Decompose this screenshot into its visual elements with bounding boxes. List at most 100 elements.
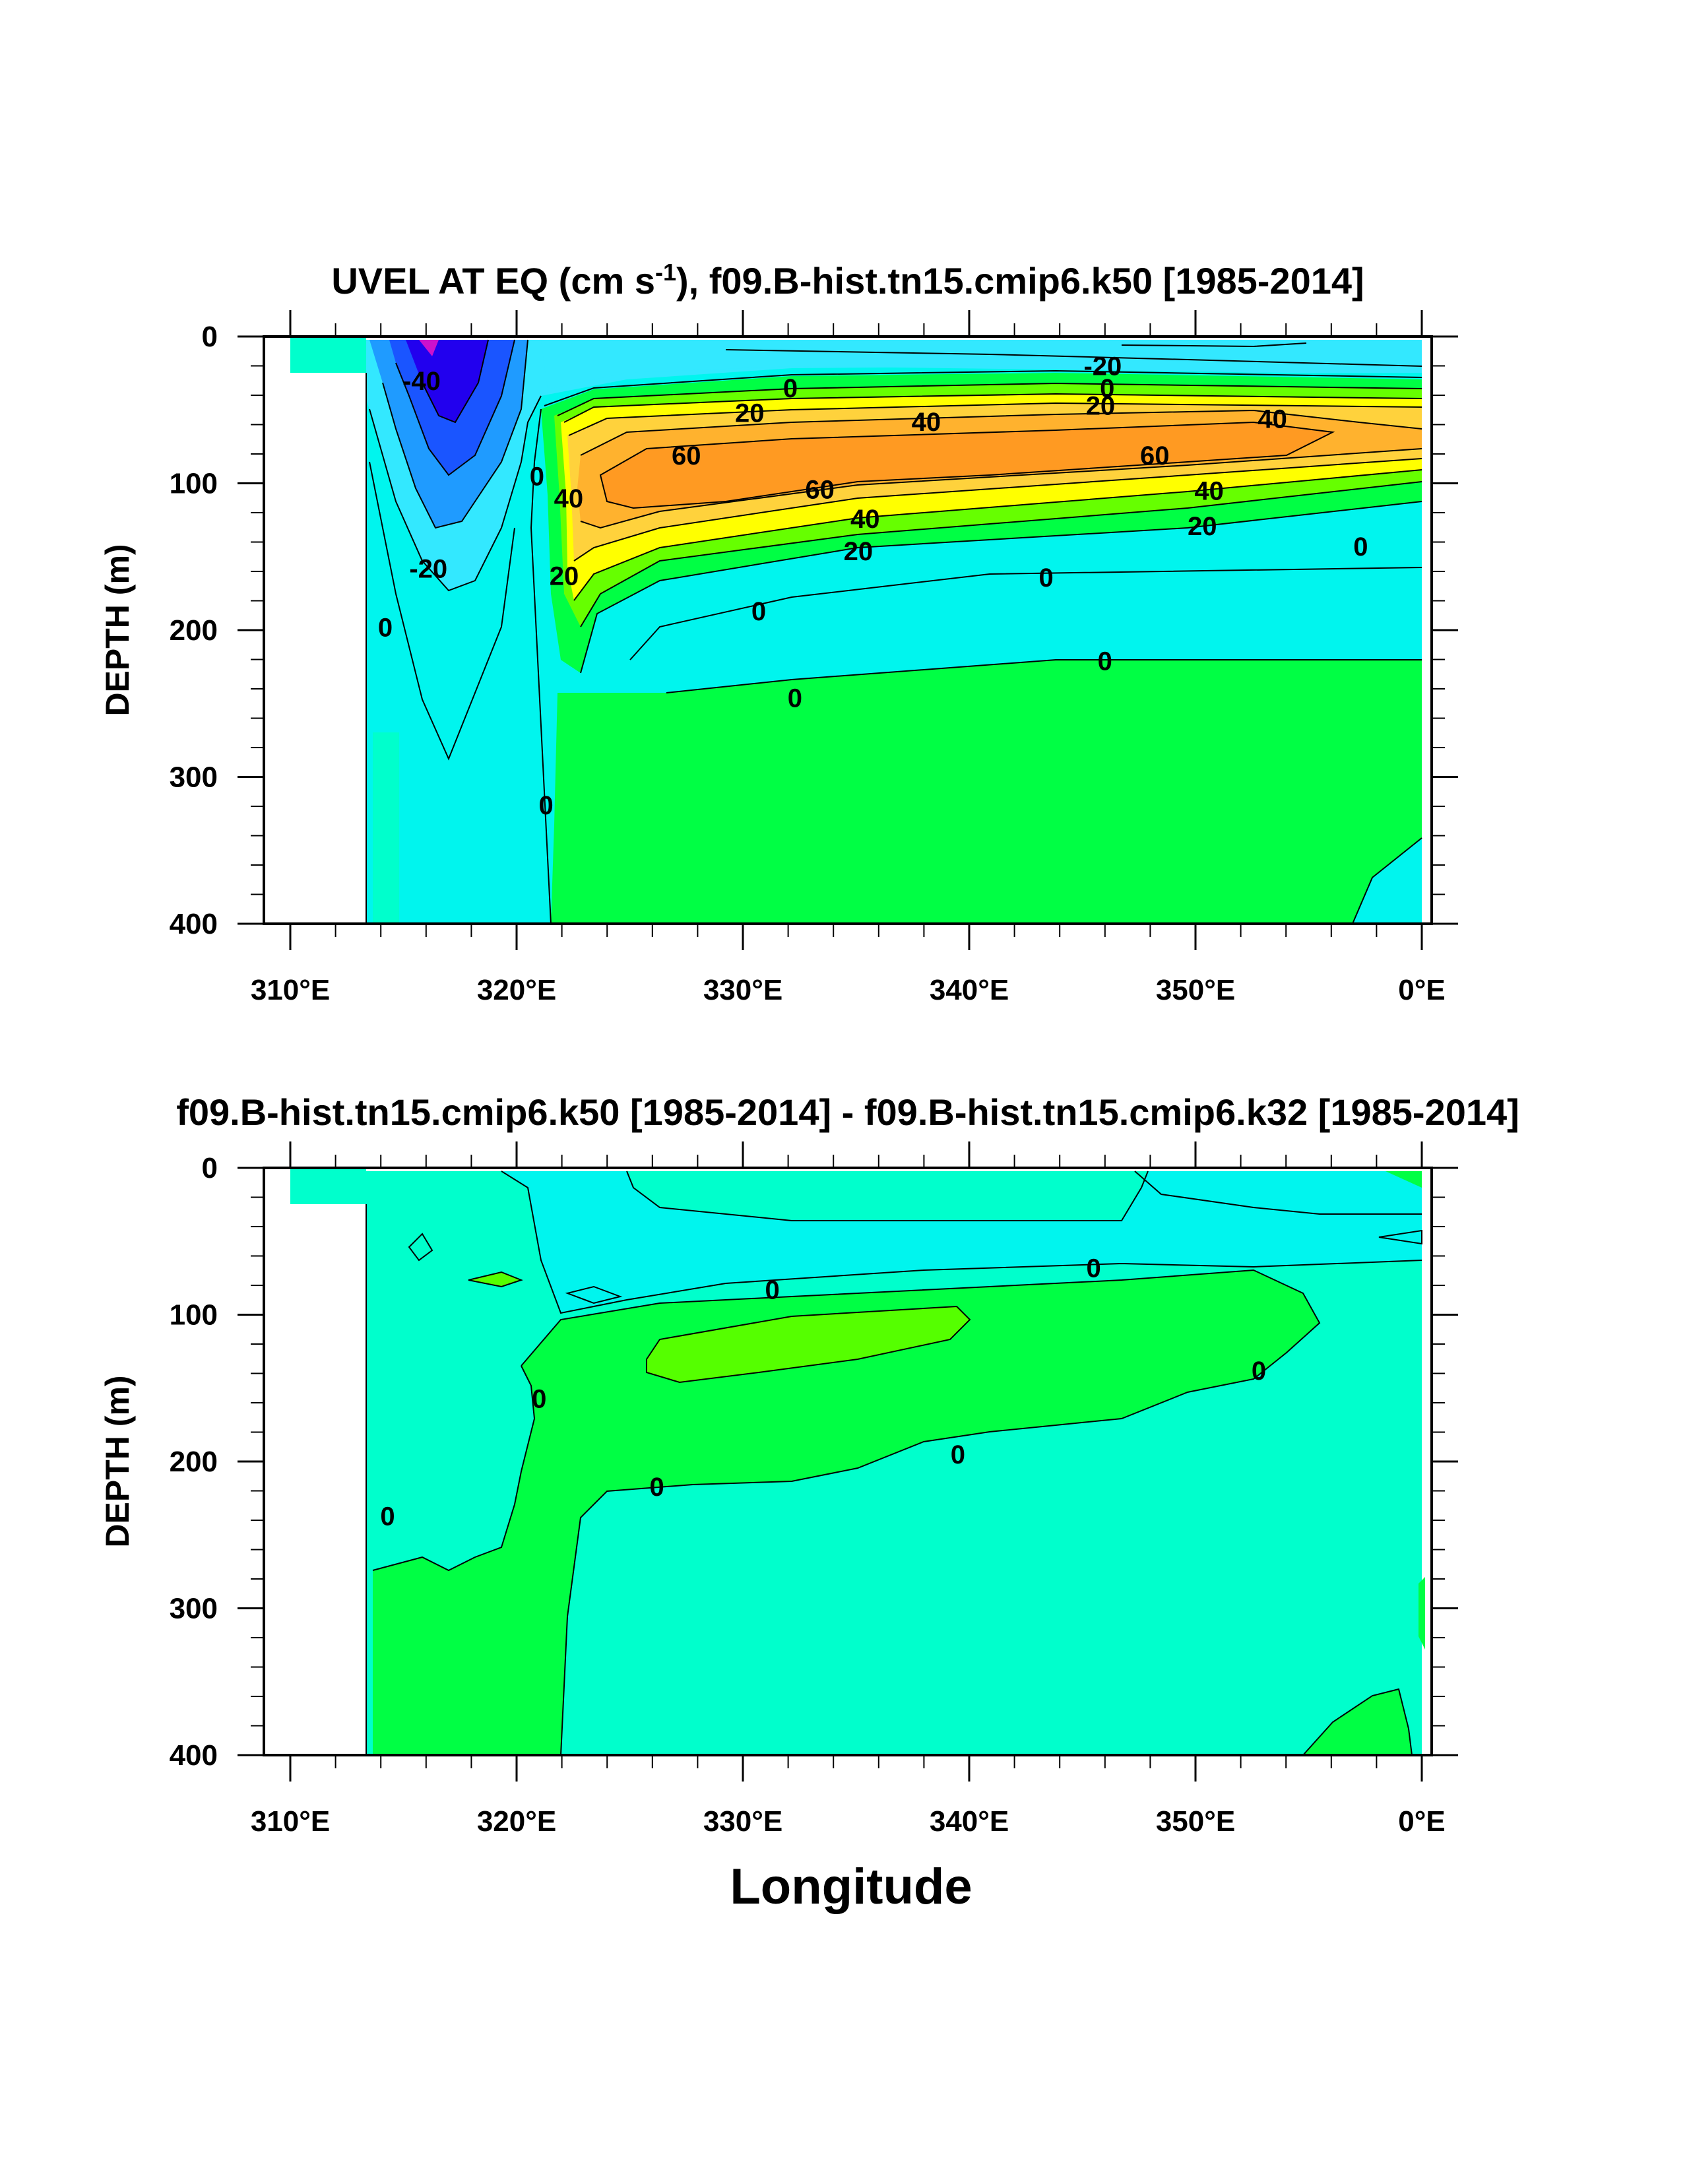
- fill-region-deep-positive: [551, 660, 1422, 924]
- contour-label: 0: [532, 1384, 546, 1413]
- contour-label: 0: [951, 1440, 965, 1469]
- contour-label: -20: [1083, 352, 1122, 381]
- contour-line-euc-30: [568, 402, 1422, 436]
- contour-label: 40: [912, 408, 941, 437]
- panel1-title-superscript: -1: [655, 259, 676, 286]
- y-tick-label: 300: [170, 761, 218, 794]
- land-mask-shelf-strip: [290, 1168, 366, 1204]
- upper-panel-uvel-section: UVEL AT EQ (cm s-1), f09.B-hist.tn15.cmi…: [99, 259, 1458, 1006]
- contour-label: 0: [1252, 1357, 1266, 1386]
- contour-label: 0: [765, 1276, 779, 1305]
- fill-region-positive-band: [373, 1270, 1320, 1755]
- contour-label: 20: [844, 537, 874, 566]
- panel1-title: UVEL AT EQ (cm s-1), f09.B-hist.tn15.cmi…: [331, 259, 1364, 302]
- contour-line-west-minus-30: [395, 339, 515, 476]
- contour-label: 40: [1258, 405, 1287, 434]
- y-tick-label: 0: [202, 1152, 218, 1184]
- y-tick-label: 100: [170, 1299, 218, 1332]
- contour-line-small-blob-b: [565, 1285, 623, 1304]
- contour-label: 20: [1188, 512, 1217, 541]
- land-mask: [264, 337, 366, 924]
- contour-line-surface-minus-10: [1121, 342, 1307, 348]
- x-tick-label: 330°E: [703, 974, 782, 1006]
- x-tick-label: 350°E: [1156, 974, 1235, 1006]
- y-tick-label: 100: [170, 468, 218, 500]
- x-tick-label: 0°E: [1398, 974, 1445, 1006]
- y-tick-label: 200: [170, 1446, 218, 1478]
- fill-region-positive-maximum: [647, 1306, 970, 1382]
- contour-line-deep-0-b: [666, 659, 1422, 693]
- contour-line-small-blob-a: [468, 1271, 523, 1288]
- fill-region-deep-east-edge: [1418, 1577, 1425, 1650]
- contour-line-euc-40: [580, 409, 1422, 456]
- contour-label: -20: [409, 555, 447, 584]
- contour-label: 0: [1100, 374, 1114, 403]
- fill-region-undercurrent-core: [600, 422, 1333, 508]
- panel1-title-suffix: ), f09.B-hist.tn15.cmip6.k50 [1985-2014]: [676, 260, 1364, 302]
- contour-line-deep-0-a: [629, 567, 1422, 660]
- fill-region-western-jet-peak: [419, 340, 439, 356]
- contour-line-upper-east-wedge: [1378, 1229, 1422, 1245]
- panel2-title: f09.B-hist.tn15.cmip6.k50 [1985-2014] - …: [176, 1091, 1519, 1133]
- contour-line-euc-10: [557, 382, 1422, 416]
- panel2-ticks: [238, 1141, 1458, 1782]
- contour-label: 20: [1086, 392, 1116, 421]
- contour-label: 0: [1087, 1254, 1101, 1283]
- contour-label: 0: [538, 791, 553, 820]
- contour-line-surface-minus-20: [725, 349, 1422, 367]
- x-tick-label: 330°E: [703, 1805, 782, 1838]
- x-tick-label: 320°E: [477, 974, 556, 1006]
- contour-line-euc-40-lower: [580, 448, 1422, 529]
- contour-line-west-0: [530, 408, 552, 924]
- contour-line-euc-30-lower: [573, 458, 1422, 562]
- fill-region-mid-depth-cyan: [630, 567, 1422, 693]
- contour-line-positive-band: [521, 1269, 1321, 1755]
- fill-region-western-jet-core: [406, 340, 488, 422]
- x-tick-label: 340°E: [930, 974, 1009, 1006]
- contour-label: 40: [850, 505, 880, 534]
- fill-region-small-negative-blob: [567, 1287, 620, 1303]
- contour-label: 0: [783, 374, 798, 403]
- contour-label: 60: [805, 475, 835, 504]
- contour-label: 40: [554, 484, 584, 513]
- contour-line-euc-20: [563, 393, 1422, 423]
- panel1-contour-lines: [366, 339, 1422, 924]
- panel1-y-tick-labels: 0 100 200 300 400: [170, 321, 218, 940]
- fill-region-upper-negative: [290, 1171, 1422, 1313]
- y-tick-label: 400: [170, 908, 218, 940]
- x-axis-label: Longitude: [730, 1859, 972, 1915]
- contour-line-euc-60: [599, 421, 1335, 509]
- panel2-contour-labels: 0 0 0 0 0 0 0: [380, 1254, 1266, 1531]
- panel1-x-tick-labels: 310°E 320°E 330°E 340°E 350°E 0°E: [251, 974, 1446, 1006]
- contour-line-deep-0-c: [1352, 837, 1422, 924]
- fill-region-surface-east-positive: [1386, 1171, 1422, 1188]
- contour-label: 20: [550, 562, 579, 591]
- x-tick-label: 350°E: [1156, 1805, 1235, 1838]
- panel1-ticks: [238, 310, 1458, 950]
- panel2-y-tick-labels: 0 100 200 300 400: [170, 1152, 218, 1772]
- contour-label: 0: [378, 614, 393, 643]
- x-tick-label: 0°E: [1398, 1805, 1445, 1838]
- contour-label: 0: [1353, 532, 1368, 562]
- contour-line-small-blob-c: [408, 1233, 433, 1262]
- panel2-contour-lines: [366, 1171, 1422, 1755]
- panel1-y-axis-label: DEPTH (m): [99, 544, 136, 716]
- fill-region-small-positive-blob: [468, 1272, 521, 1287]
- contour-line-upper-negative-a: [626, 1171, 1149, 1221]
- contour-line-positive-maximum: [646, 1305, 971, 1384]
- x-tick-label: 310°E: [251, 1805, 330, 1838]
- panel2-x-tick-labels: 310°E 320°E 330°E 340°E 350°E 0°E: [251, 1805, 1446, 1838]
- contour-label: 0: [380, 1502, 395, 1531]
- contour-line-upper-east: [1134, 1171, 1422, 1215]
- contour-line-west-minus-20: [382, 339, 528, 529]
- contour-line-positive-band-west: [372, 1365, 536, 1572]
- x-tick-label: 340°E: [930, 1805, 1009, 1838]
- contour-label: 20: [735, 399, 765, 428]
- contour-label: 60: [1140, 441, 1170, 470]
- contour-line-west-minus-10: [369, 395, 542, 592]
- panel1-title-main: UVEL AT EQ (cm s: [331, 260, 655, 302]
- y-tick-label: 300: [170, 1593, 218, 1625]
- contour-label: 0: [650, 1473, 664, 1502]
- fill-region-deep-east-positive: [1303, 1689, 1412, 1755]
